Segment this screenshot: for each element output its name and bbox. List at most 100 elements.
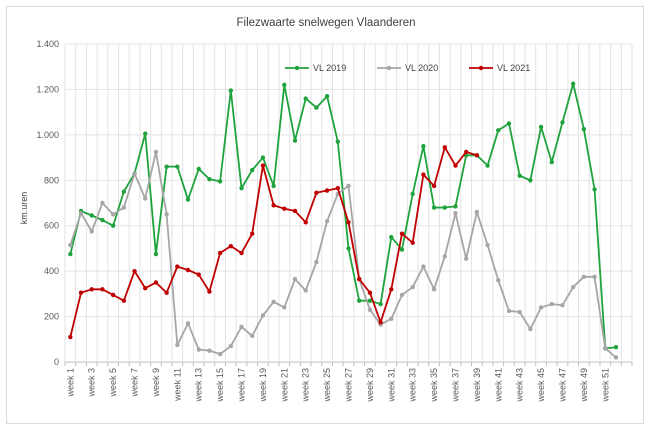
data-point [442, 145, 447, 150]
data-point [442, 254, 447, 259]
x-tick-label: week 7 [130, 368, 140, 398]
series-vl-2021 [68, 145, 480, 340]
series-line [69, 82, 617, 350]
x-tick-label: week 19 [258, 368, 268, 403]
x-tick-label: week 25 [322, 368, 332, 403]
data-point [100, 217, 105, 223]
data-point [399, 292, 405, 298]
data-point [367, 290, 373, 295]
data-point [570, 284, 576, 290]
data-point [250, 231, 255, 236]
data-point [581, 126, 587, 132]
data-point [217, 250, 223, 256]
data-point [282, 305, 287, 310]
data-point [271, 203, 276, 208]
x-tick-label: week 41 [493, 368, 503, 403]
x-tick-label: week 17 [237, 368, 247, 403]
data-point [260, 313, 266, 318]
y-tick-label: 800 [44, 175, 59, 185]
data-point [217, 179, 223, 184]
x-tick-label: week 43 [515, 368, 525, 403]
y-tick-label: 1.200 [36, 84, 59, 94]
x-tick-label: week 9 [151, 368, 161, 398]
data-point [517, 309, 522, 315]
data-point [260, 163, 266, 168]
legend-item: VL 2020 [377, 63, 438, 73]
data-point [271, 183, 276, 189]
data-point [89, 287, 94, 292]
gridlines [64, 43, 633, 363]
x-tick-label: week 21 [279, 368, 289, 403]
data-point [335, 186, 341, 191]
x-tick-label: week 33 [408, 368, 418, 403]
data-point [121, 189, 127, 194]
data-point [453, 163, 458, 168]
data-point [421, 144, 426, 149]
data-point [431, 205, 437, 210]
data-point [453, 211, 458, 216]
data-point [228, 88, 234, 93]
data-point [132, 171, 137, 176]
data-point [613, 355, 619, 360]
data-point [324, 188, 330, 193]
data-point [560, 303, 565, 308]
data-point [314, 259, 319, 265]
data-point [78, 290, 84, 295]
data-point [292, 208, 298, 214]
data-point [431, 287, 437, 292]
x-tick-label: week 47 [557, 368, 567, 403]
data-point [175, 342, 180, 348]
data-point [389, 234, 394, 240]
data-point [314, 105, 319, 110]
x-tick-label: week 35 [429, 368, 439, 403]
data-point [153, 251, 159, 257]
data-point [367, 298, 373, 303]
data-point [570, 81, 576, 86]
legend-label: VL 2021 [497, 63, 530, 73]
data-point [185, 267, 191, 273]
data-point [346, 220, 351, 225]
data-point [196, 347, 201, 352]
data-point [399, 247, 405, 252]
data-point [153, 149, 159, 155]
data-point [175, 264, 180, 269]
data-point [217, 351, 223, 357]
data-point [335, 139, 341, 144]
series-vl-2019 [68, 81, 619, 351]
data-point [549, 159, 554, 165]
data-point [549, 301, 554, 307]
y-tick-label: 1.000 [36, 130, 59, 140]
chart-title: Filezwaarte snelwegen Vlaanderen [237, 17, 416, 29]
data-point [143, 131, 148, 136]
data-point [410, 284, 415, 290]
data-point [110, 212, 116, 217]
data-point [474, 209, 480, 215]
data-point [613, 345, 619, 350]
data-point [442, 205, 447, 210]
series-layer [68, 81, 619, 360]
data-point [378, 320, 383, 325]
series-vl-2020 [68, 149, 619, 360]
x-tick-label: week 39 [472, 368, 482, 403]
y-tick-label: 0 [54, 357, 59, 367]
y-tick-label: 600 [44, 221, 59, 231]
x-tick-label: week 45 [536, 368, 546, 403]
line-chart: Filezwaarte snelwegen Vlaanderen km.uren… [19, 17, 633, 403]
x-tick-label: week 23 [301, 368, 311, 403]
legend-item: VL 2019 [285, 63, 346, 73]
data-point [185, 197, 191, 202]
data-point [346, 246, 351, 251]
data-point [560, 120, 565, 125]
series-line [69, 150, 617, 359]
data-point [271, 299, 276, 305]
data-point [314, 190, 319, 195]
data-point [110, 292, 116, 298]
data-point [528, 178, 533, 183]
x-tick-label: week 11 [172, 368, 182, 402]
data-point [356, 298, 362, 303]
data-point [324, 218, 330, 224]
data-point [292, 138, 298, 143]
data-point [399, 231, 405, 236]
y-tick-label: 400 [44, 266, 59, 276]
y-axis-label: km.uren [19, 192, 29, 225]
